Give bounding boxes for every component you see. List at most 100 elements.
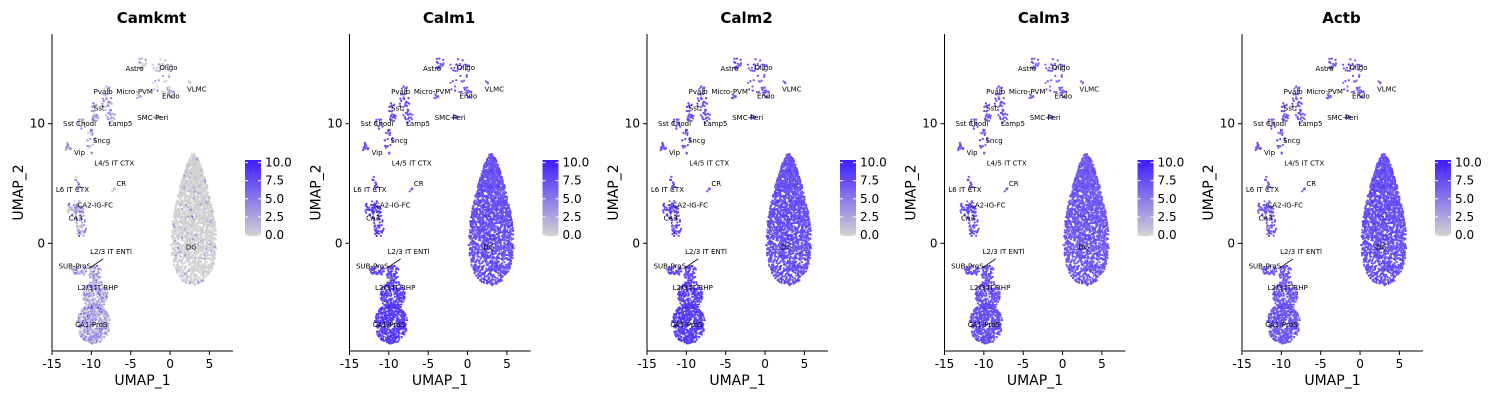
cluster-label: Oligo bbox=[159, 64, 177, 72]
data-point bbox=[212, 219, 214, 221]
data-point bbox=[455, 79, 457, 81]
data-point bbox=[478, 260, 480, 262]
data-point bbox=[85, 317, 87, 319]
data-point bbox=[406, 105, 408, 107]
data-point bbox=[76, 233, 78, 235]
data-point bbox=[94, 269, 96, 271]
data-point bbox=[207, 224, 209, 226]
data-point bbox=[199, 249, 201, 251]
data-point bbox=[207, 207, 209, 209]
data-point bbox=[99, 301, 101, 303]
cluster-label: Micro-PVM bbox=[116, 88, 153, 96]
data-point bbox=[383, 228, 385, 230]
data-point bbox=[65, 149, 67, 151]
data-point bbox=[80, 318, 82, 320]
cluster-label: Sst bbox=[94, 105, 105, 113]
data-point bbox=[152, 82, 154, 84]
data-point bbox=[92, 331, 94, 333]
data-point bbox=[171, 248, 173, 250]
data-point bbox=[96, 335, 98, 337]
data-point bbox=[212, 210, 214, 212]
data-point bbox=[91, 152, 93, 154]
data-point bbox=[83, 274, 85, 276]
data-point bbox=[179, 252, 181, 254]
data-point bbox=[103, 336, 105, 338]
data-point bbox=[97, 272, 99, 274]
data-point bbox=[173, 259, 175, 261]
data-point bbox=[201, 250, 203, 252]
data-point bbox=[154, 80, 156, 82]
data-point bbox=[362, 149, 364, 151]
cluster-label: Vip bbox=[74, 149, 86, 157]
data-point bbox=[373, 176, 375, 178]
data-point bbox=[202, 208, 204, 210]
data-point bbox=[187, 184, 189, 186]
data-point bbox=[380, 235, 382, 237]
data-point bbox=[96, 265, 98, 267]
data-point bbox=[207, 249, 209, 251]
data-point bbox=[190, 278, 192, 280]
data-point bbox=[175, 260, 177, 262]
data-point bbox=[97, 307, 99, 309]
data-point bbox=[101, 308, 103, 310]
data-point bbox=[166, 89, 168, 91]
data-point bbox=[176, 272, 178, 274]
data-point bbox=[205, 201, 207, 203]
data-point bbox=[185, 281, 187, 283]
data-point bbox=[464, 89, 466, 91]
data-point bbox=[194, 264, 196, 266]
data-point bbox=[183, 266, 185, 268]
data-point bbox=[179, 233, 181, 235]
data-point bbox=[196, 205, 198, 207]
data-point bbox=[78, 235, 80, 237]
data-point bbox=[185, 207, 187, 209]
data-point bbox=[408, 97, 410, 99]
data-point bbox=[467, 89, 469, 91]
data-point bbox=[103, 315, 105, 317]
data-point bbox=[107, 112, 109, 114]
data-point bbox=[213, 237, 215, 239]
data-point bbox=[434, 97, 436, 99]
data-point bbox=[387, 138, 389, 140]
data-point bbox=[80, 335, 82, 337]
data-point bbox=[179, 277, 181, 279]
data-point bbox=[81, 224, 83, 226]
data-point bbox=[110, 97, 112, 99]
data-point bbox=[183, 234, 185, 236]
data-point bbox=[176, 234, 178, 236]
data-point bbox=[215, 233, 217, 235]
data-point bbox=[452, 69, 454, 71]
data-point bbox=[185, 184, 187, 186]
data-point bbox=[178, 265, 180, 267]
data-point bbox=[197, 279, 199, 281]
data-point bbox=[187, 240, 189, 242]
data-point bbox=[212, 251, 214, 253]
data-point bbox=[187, 236, 189, 238]
data-point bbox=[91, 303, 93, 305]
data-point bbox=[187, 225, 189, 227]
data-point bbox=[92, 275, 94, 277]
data-point bbox=[98, 304, 100, 306]
data-point bbox=[87, 132, 89, 134]
y-tick-label: 10 bbox=[30, 117, 45, 131]
data-point bbox=[212, 260, 214, 262]
data-point bbox=[495, 211, 497, 213]
data-point bbox=[89, 132, 91, 134]
data-point bbox=[184, 223, 186, 225]
data-point bbox=[197, 281, 199, 283]
data-point bbox=[206, 227, 208, 229]
data-point bbox=[389, 134, 391, 136]
data-point bbox=[192, 236, 194, 238]
y-axis-label: UMAP_2 bbox=[11, 164, 27, 220]
data-point bbox=[96, 296, 98, 298]
data-point bbox=[393, 114, 395, 116]
data-point bbox=[114, 114, 116, 116]
data-point bbox=[88, 333, 90, 335]
data-point bbox=[179, 197, 181, 199]
data-point bbox=[390, 116, 392, 118]
data-point bbox=[389, 132, 391, 134]
data-point bbox=[189, 214, 191, 216]
data-point bbox=[192, 270, 194, 272]
